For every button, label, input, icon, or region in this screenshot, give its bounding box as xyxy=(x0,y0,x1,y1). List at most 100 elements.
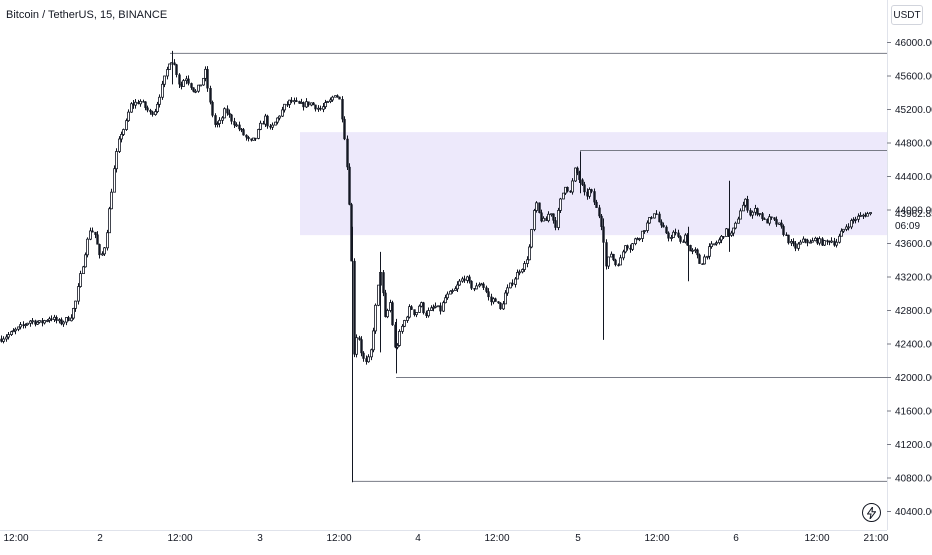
candle-body-331 xyxy=(794,243,797,249)
candle-body-94 xyxy=(226,108,229,114)
candle-body-254 xyxy=(610,253,613,258)
candle-body-185 xyxy=(444,297,447,304)
candle-body-270 xyxy=(648,217,651,224)
time-tick-label-1: 2 xyxy=(97,533,103,544)
candle-body-222 xyxy=(533,210,536,230)
candle-body-41 xyxy=(98,244,101,256)
candle-body-314 xyxy=(754,208,757,213)
candle-body-78 xyxy=(187,78,190,84)
candle-body-272 xyxy=(653,213,656,219)
candle-body-261 xyxy=(626,245,629,249)
candle-body-114 xyxy=(274,121,277,126)
candle-body-45 xyxy=(108,208,111,234)
candle-body-281 xyxy=(674,232,677,234)
candle-body-162 xyxy=(389,302,392,311)
candle-body-288 xyxy=(691,249,694,252)
candle-body-32 xyxy=(77,286,80,302)
candle-body-125 xyxy=(300,102,303,104)
candle-body-209 xyxy=(502,303,505,310)
candle-body-58 xyxy=(139,100,142,105)
candle-body-243 xyxy=(583,184,586,193)
candle-body-213 xyxy=(511,282,514,285)
candle-body-183 xyxy=(439,305,442,312)
candle-body-97 xyxy=(233,121,236,126)
candle-body-26 xyxy=(62,321,65,325)
candle-body-231 xyxy=(554,220,557,228)
candle-body-163 xyxy=(391,302,394,326)
candle-body-129 xyxy=(310,102,313,106)
candle-body-239 xyxy=(574,167,577,182)
candle-body-234 xyxy=(562,192,565,200)
candle-body-187 xyxy=(449,290,452,295)
candle-body-64 xyxy=(154,111,157,116)
candle-body-82 xyxy=(197,84,200,92)
candle-body-294 xyxy=(706,255,709,258)
candle-body-5 xyxy=(12,330,15,333)
candle-body-90 xyxy=(216,123,219,126)
time-tick-label-2: 12:00 xyxy=(167,533,192,544)
candle-body-161 xyxy=(386,310,389,318)
candle-body-52 xyxy=(125,120,128,130)
candle-body-30 xyxy=(72,307,75,319)
candle-body-53 xyxy=(127,111,130,122)
horizontal-levels-layer xyxy=(170,52,887,482)
candle-body-116 xyxy=(278,115,281,119)
candle-body-138 xyxy=(331,96,334,101)
candle-body-282 xyxy=(677,232,680,237)
candle-body-298 xyxy=(715,242,718,245)
candle-body-341 xyxy=(818,238,821,244)
candle-body-33 xyxy=(79,273,82,287)
candle-body-275 xyxy=(660,221,663,226)
candle-body-236 xyxy=(566,187,569,192)
candle-body-338 xyxy=(811,240,814,243)
lightning-bolt-icon[interactable] xyxy=(862,503,881,522)
price-tick-label-4: 44400.00 xyxy=(895,172,932,183)
candle-body-155 xyxy=(372,330,375,351)
candle-body-276 xyxy=(662,224,665,228)
candle-body-285 xyxy=(684,234,687,243)
candle-body-301 xyxy=(722,236,725,238)
candle-body-253 xyxy=(607,256,610,267)
candle-body-317 xyxy=(761,213,764,219)
candle-body-38 xyxy=(91,230,94,233)
candle-body-297 xyxy=(713,243,716,246)
candle-body-29 xyxy=(70,317,73,322)
candle-body-263 xyxy=(631,243,634,250)
candle-body-140 xyxy=(336,95,339,98)
candle-body-108 xyxy=(259,122,262,130)
candle-body-266 xyxy=(638,238,641,240)
candle-body-308 xyxy=(739,210,742,220)
price-tick-label-5: 44000.00 xyxy=(895,206,932,217)
supply-zone-layer xyxy=(300,132,887,236)
candle-body-358 xyxy=(859,215,862,217)
candle-body-278 xyxy=(667,232,670,239)
candle-body-28 xyxy=(67,317,70,321)
candle-body-359 xyxy=(862,214,865,217)
candle-body-87 xyxy=(209,88,212,103)
candle-body-337 xyxy=(809,241,812,244)
candle-body-343 xyxy=(823,240,826,246)
candle-body-69 xyxy=(166,69,169,77)
candle-body-174 xyxy=(418,305,421,313)
candle-body-59 xyxy=(142,101,145,103)
candle-body-13 xyxy=(31,320,34,323)
candle-body-93 xyxy=(223,108,226,119)
candle-body-79 xyxy=(190,83,193,88)
candle-body-210 xyxy=(504,292,507,305)
candle-body-221 xyxy=(530,229,533,248)
currency-button[interactable]: USDT xyxy=(891,5,923,25)
candle-body-160 xyxy=(384,292,387,317)
candle-body-362 xyxy=(869,212,872,215)
candle-body-102 xyxy=(245,134,248,138)
candle-body-130 xyxy=(312,102,315,106)
candle-body-198 xyxy=(475,285,478,290)
candle-body-37 xyxy=(89,230,92,240)
time-tick-label-4: 12:00 xyxy=(326,533,351,544)
candle-body-327 xyxy=(785,234,788,236)
candle-body-361 xyxy=(866,213,869,217)
candle-body-248 xyxy=(595,201,598,208)
candle-body-133 xyxy=(319,108,322,110)
